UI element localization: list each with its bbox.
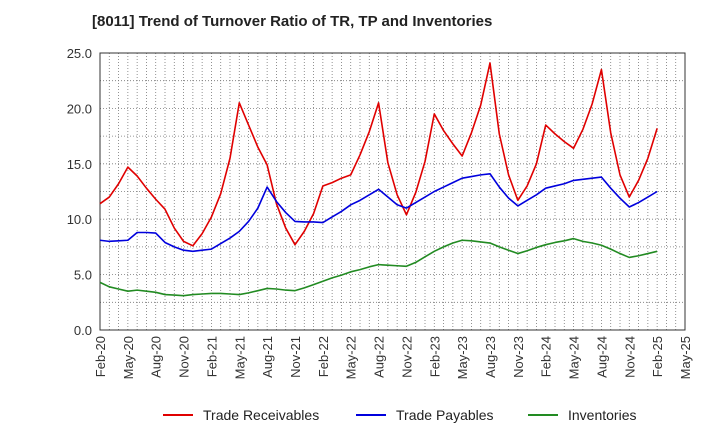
y-tick-label: 0.0 [74, 323, 92, 338]
x-tick-label: Feb-20 [93, 336, 108, 377]
x-tick-label: May-22 [344, 336, 359, 379]
legend-item-inventories: Inventories [528, 404, 636, 426]
x-tick-label: May-25 [678, 336, 693, 379]
series-lines [99, 62, 658, 297]
legend-label: Inventories [568, 407, 637, 423]
legend-swatch [528, 414, 558, 416]
y-tick-label: 5.0 [74, 268, 92, 283]
x-tick-label: May-21 [232, 336, 247, 379]
x-tick-label: May-23 [455, 336, 470, 379]
legend-item-trade-payables: Trade Payables [356, 404, 494, 426]
y-tick-label: 25.0 [67, 46, 92, 61]
legend-item-trade-receivables: Trade Receivables [163, 404, 319, 426]
x-tick-label: Aug-23 [483, 336, 498, 378]
x-tick-label: Nov-20 [177, 336, 192, 378]
x-tick-label: Nov-23 [511, 336, 526, 378]
x-tick-label: Feb-21 [204, 336, 219, 377]
legend-swatch [163, 414, 193, 416]
x-axis-tick-labels: Feb-20 May-20 Aug-20 Nov-20 Feb-21 May-21 Aug-… [93, 336, 693, 379]
legend: Trade Receivables Trade Payables Inventori… [0, 404, 720, 426]
series-line-trade-payables [99, 172, 658, 253]
x-tick-label: Nov-24 [622, 336, 637, 378]
y-tick-label: 15.0 [67, 157, 92, 172]
series-line-inventories [99, 237, 658, 297]
x-tick-label: Aug-22 [372, 336, 387, 378]
x-tick-label: Feb-25 [650, 336, 665, 377]
x-tick-label: Feb-23 [427, 336, 442, 377]
x-tick-label: Nov-22 [399, 336, 414, 378]
gridlines [100, 53, 685, 330]
x-tick-label: Nov-21 [288, 336, 303, 378]
x-tick-label: Aug-21 [260, 336, 275, 378]
chart-title: [8011] Trend of Turnover Ratio of TR, TP… [92, 13, 493, 30]
series-line-trade-receivables [99, 62, 658, 247]
x-tick-label: May-20 [121, 336, 136, 379]
x-tick-label: Aug-20 [149, 336, 164, 378]
legend-swatch [356, 414, 386, 416]
x-tick-label: Feb-22 [316, 336, 331, 377]
plot-area-frame [99, 52, 686, 331]
x-tick-label: Feb-24 [539, 336, 554, 377]
y-tick-label: 10.0 [67, 212, 92, 227]
y-tick-label: 20.0 [67, 101, 92, 116]
legend-label: Trade Payables [396, 407, 494, 423]
x-tick-label: Aug-24 [594, 336, 609, 378]
x-tick-label: May-24 [567, 336, 582, 379]
y-axis-tick-labels: 0.0 5.0 10.0 15.0 20.0 25.0 [67, 46, 92, 338]
legend-label: Trade Receivables [203, 407, 320, 423]
